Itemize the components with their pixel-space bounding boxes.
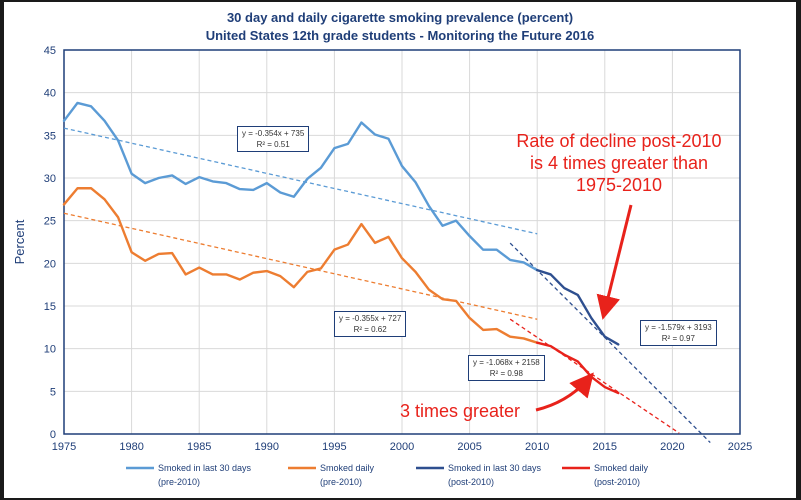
y-tick-label: 35 <box>44 130 56 142</box>
trend-equation-text: y = -1.579x + 3193 <box>645 323 712 332</box>
legend-label: Smoked in last 30 days <box>448 463 542 473</box>
legend-label: Smoked daily <box>320 463 375 473</box>
x-tick-label: 1980 <box>119 441 143 453</box>
x-tick-label: 2005 <box>457 441 481 453</box>
decline-annotation: Rate of decline post-2010 is 4 times gre… <box>484 130 754 196</box>
y-axis-label: Percent <box>12 219 27 264</box>
legend-sublabel: (post-2010) <box>448 477 494 487</box>
decline-arrow <box>596 204 633 320</box>
three-times-arrow <box>535 372 594 412</box>
y-tick-label: 40 <box>44 88 56 100</box>
x-tick-label: 2015 <box>593 441 617 453</box>
chart-title: 30 day and daily cigarette smoking preva… <box>226 10 574 25</box>
trend-r2-text: R² = 0.98 <box>489 369 523 378</box>
chart-subtitle: United States 12th grade students - Moni… <box>205 28 595 43</box>
legend-sublabel: (pre-2010) <box>158 477 200 487</box>
y-tick-label: 45 <box>44 45 56 57</box>
x-tick-label: 1990 <box>255 441 279 453</box>
trend-equation-30day-pre2010: y = -0.354x + 735 R² = 0.51 <box>237 126 310 152</box>
trend-r2-text: R² = 0.97 <box>661 334 695 343</box>
x-tick-label: 2000 <box>390 441 414 453</box>
legend-sublabel: (pre-2010) <box>320 477 362 487</box>
x-tick-label: 2010 <box>525 441 549 453</box>
trend-equation-daily-post2010: y = -1.068x + 2158 R² = 0.98 <box>468 355 545 381</box>
y-tick-label: 20 <box>44 258 56 270</box>
trend-r2-text: R² = 0.62 <box>353 325 387 334</box>
legend-label: Smoked in last 30 days <box>158 463 252 473</box>
trend-equation-30day-post2010: y = -1.579x + 3193 R² = 0.97 <box>640 320 717 346</box>
decline-annotation-line2: is 4 times greater than <box>529 153 709 173</box>
trendline <box>63 212 538 320</box>
x-tick-label: 1995 <box>322 441 346 453</box>
trendline <box>509 318 680 434</box>
legend-label: Smoked daily <box>594 463 649 473</box>
trend-equation-text: y = -0.354x + 735 <box>242 129 305 138</box>
trend-equation-text: y = -0.355x + 727 <box>339 314 402 323</box>
y-tick-label: 5 <box>50 386 56 398</box>
x-tick-label: 2020 <box>660 441 684 453</box>
y-tick-label: 10 <box>44 344 56 356</box>
trend-r2-text: R² = 0.51 <box>256 140 290 149</box>
y-tick-label: 0 <box>50 429 56 441</box>
chart-page: 30 day and daily cigarette smoking preva… <box>4 2 796 498</box>
y-tick-label: 30 <box>44 173 56 185</box>
x-tick-label: 1975 <box>52 441 76 453</box>
decline-annotation-line1: Rate of decline post-2010 <box>516 131 722 151</box>
decline-annotation-line3: 1975-2010 <box>575 175 663 195</box>
trend-equation-text: y = -1.068x + 2158 <box>473 358 540 367</box>
y-tick-label: 15 <box>44 301 56 313</box>
trendline <box>509 242 711 444</box>
three-times-annotation: 3 times greater <box>400 401 521 421</box>
trendline <box>63 127 538 235</box>
series-line-3 <box>536 268 620 346</box>
series-line-1 <box>62 101 539 272</box>
plot-border <box>63 49 741 435</box>
series-line-2 <box>62 187 539 344</box>
trend-equation-daily-pre2010: y = -0.355x + 727 R² = 0.62 <box>334 311 407 337</box>
x-tick-label: 1985 <box>187 441 211 453</box>
series-line-4 <box>536 341 620 395</box>
y-tick-label: 25 <box>44 216 56 228</box>
x-tick-label: 2025 <box>728 441 752 453</box>
legend-sublabel: (post-2010) <box>594 477 640 487</box>
